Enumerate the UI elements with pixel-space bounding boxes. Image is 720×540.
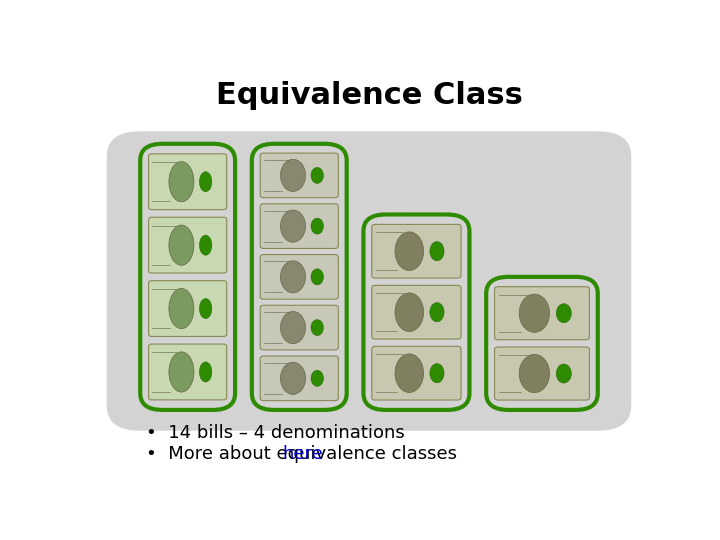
Ellipse shape (311, 218, 323, 234)
Text: Equivalence Class: Equivalence Class (215, 82, 523, 111)
Ellipse shape (169, 225, 194, 265)
FancyBboxPatch shape (372, 285, 461, 339)
FancyBboxPatch shape (260, 254, 338, 299)
Ellipse shape (557, 303, 572, 323)
Ellipse shape (169, 161, 194, 202)
FancyBboxPatch shape (495, 287, 590, 340)
FancyBboxPatch shape (260, 153, 338, 198)
FancyBboxPatch shape (495, 347, 590, 400)
Ellipse shape (430, 241, 444, 261)
Ellipse shape (430, 302, 444, 322)
Text: •  14 bills – 4 denominations: • 14 bills – 4 denominations (145, 424, 405, 442)
Ellipse shape (430, 363, 444, 383)
FancyBboxPatch shape (260, 305, 338, 350)
Ellipse shape (557, 364, 572, 383)
Ellipse shape (281, 159, 305, 192)
Ellipse shape (395, 293, 423, 332)
Ellipse shape (311, 167, 323, 184)
FancyBboxPatch shape (260, 356, 338, 401)
Ellipse shape (395, 354, 423, 393)
Ellipse shape (311, 370, 323, 386)
FancyBboxPatch shape (148, 344, 227, 400)
FancyBboxPatch shape (148, 154, 227, 210)
Ellipse shape (199, 172, 212, 192)
Ellipse shape (395, 232, 423, 271)
Ellipse shape (169, 352, 194, 392)
FancyBboxPatch shape (372, 225, 461, 278)
Ellipse shape (519, 294, 549, 332)
Ellipse shape (311, 269, 323, 285)
Ellipse shape (281, 261, 305, 293)
FancyBboxPatch shape (148, 217, 227, 273)
Ellipse shape (199, 299, 212, 319)
FancyBboxPatch shape (260, 204, 338, 248)
Ellipse shape (281, 210, 305, 242)
Text: here: here (282, 444, 323, 463)
Ellipse shape (169, 288, 194, 329)
FancyBboxPatch shape (107, 131, 631, 431)
Ellipse shape (199, 362, 212, 382)
Ellipse shape (281, 312, 305, 343)
Ellipse shape (519, 354, 549, 393)
Ellipse shape (281, 362, 305, 394)
Ellipse shape (311, 320, 323, 336)
Text: •  More about equivalence classes: • More about equivalence classes (145, 444, 462, 463)
Ellipse shape (199, 235, 212, 255)
FancyBboxPatch shape (148, 281, 227, 336)
FancyBboxPatch shape (372, 346, 461, 400)
